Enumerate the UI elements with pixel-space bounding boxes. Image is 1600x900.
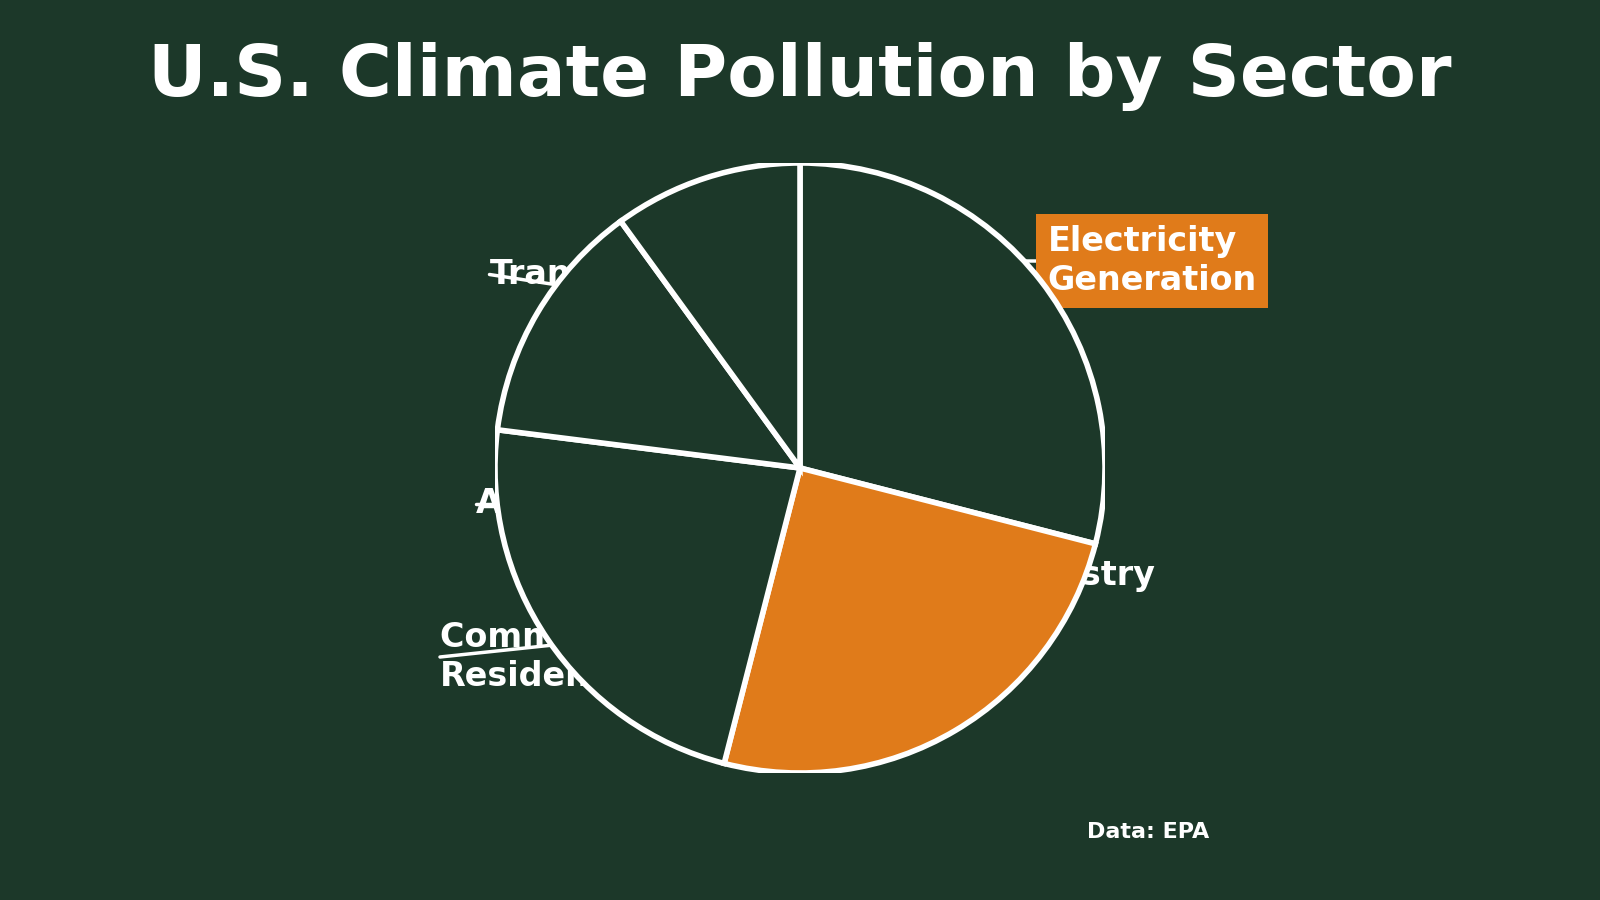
Text: Electricity
Generation: Electricity Generation: [1048, 225, 1256, 297]
Wedge shape: [498, 221, 800, 468]
Text: Transportation: Transportation: [490, 258, 766, 291]
Wedge shape: [621, 163, 800, 468]
Text: U.S. Climate Pollution by Sector: U.S. Climate Pollution by Sector: [149, 42, 1451, 111]
Text: Commercial &
Residential: Commercial & Residential: [440, 621, 702, 693]
Wedge shape: [725, 468, 1096, 773]
Text: Agriculture: Agriculture: [477, 488, 686, 520]
Text: Data: EPA: Data: EPA: [1088, 822, 1210, 842]
Wedge shape: [494, 430, 800, 763]
Wedge shape: [800, 163, 1106, 544]
Text: Industry: Industry: [998, 560, 1155, 592]
